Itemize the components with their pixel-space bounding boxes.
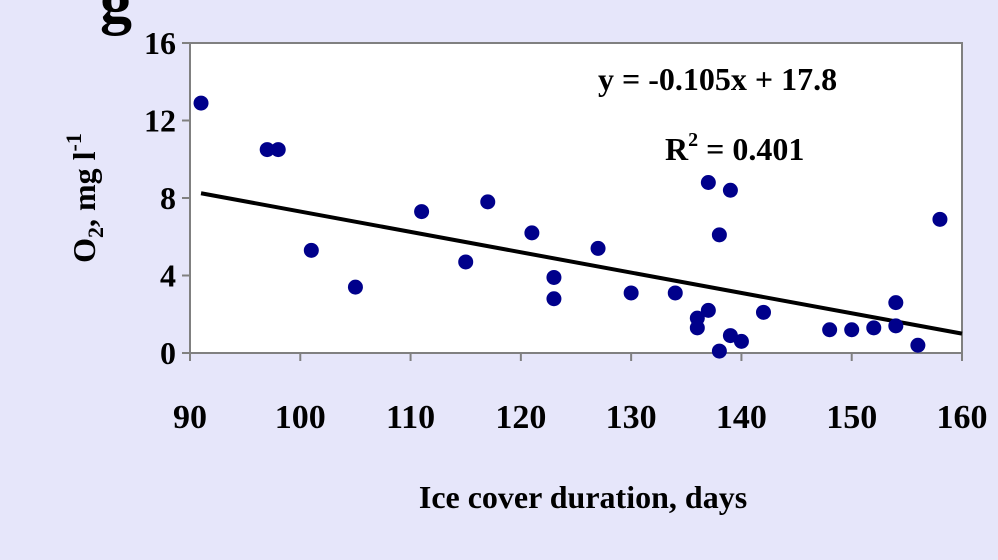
- r-squared-superscript: 2: [688, 129, 698, 151]
- data-point: [888, 318, 904, 334]
- data-point: [910, 337, 926, 353]
- data-point: [270, 142, 286, 158]
- x-axis-title: Ice cover duration, days: [419, 479, 747, 515]
- y-tick-label: 4: [160, 258, 176, 294]
- y-axis-title: O2, mg l-1: [61, 133, 108, 263]
- data-point: [722, 182, 738, 198]
- data-point: [689, 320, 705, 336]
- data-point: [524, 225, 540, 241]
- data-point: [193, 95, 209, 111]
- y-axis-title-superscript: -1: [61, 133, 86, 151]
- data-point: [932, 211, 948, 227]
- y-tick-label: 0: [160, 335, 176, 371]
- data-point: [259, 142, 275, 158]
- trendline-layer: [200, 191, 963, 336]
- trendline: [200, 191, 963, 336]
- data-point: [546, 269, 562, 285]
- x-axis: 90 100 110 120 130 140 150 160: [173, 353, 988, 436]
- data-points: [193, 95, 948, 359]
- data-point: [458, 254, 474, 270]
- x-tick-label: 90: [173, 399, 207, 436]
- x-tick-label: 120: [495, 399, 546, 436]
- y-axis: 0 4 8 12 16: [144, 25, 190, 371]
- data-point: [755, 304, 771, 320]
- x-tick-label: 130: [606, 399, 657, 436]
- x-tick-label: 160: [937, 399, 988, 436]
- plot-area: [189, 42, 963, 354]
- x-tick-label: 140: [716, 399, 767, 436]
- data-point: [700, 175, 716, 190]
- data-point: [480, 194, 496, 210]
- data-point: [866, 320, 882, 336]
- data-point: [711, 343, 727, 359]
- data-point: [546, 291, 562, 307]
- y-tick-label: 8: [160, 180, 176, 216]
- data-point: [623, 285, 639, 301]
- r-squared-label: R: [665, 131, 689, 167]
- regression-equation: y = -0.105x + 17.8: [598, 61, 837, 97]
- x-tick-label: 150: [826, 399, 877, 436]
- data-point: [303, 242, 319, 258]
- y-axis-title-subscript: 2: [83, 227, 108, 238]
- data-point: [347, 279, 363, 295]
- r-squared-value: = 0.401: [698, 131, 804, 167]
- data-point: [700, 302, 716, 318]
- data-point: [590, 240, 606, 256]
- y-axis-title-main: O: [66, 238, 102, 263]
- r-squared-annotation: R2 = 0.401: [665, 129, 804, 167]
- data-point: [667, 285, 683, 301]
- x-tick-label: 100: [275, 399, 326, 436]
- data-point: [844, 322, 860, 338]
- data-point: [733, 333, 749, 349]
- data-point: [822, 322, 838, 338]
- data-point: [711, 227, 727, 243]
- y-axis-title-rest: , mg l: [66, 151, 102, 227]
- y-tick-label: 16: [144, 25, 176, 61]
- chart-title-fragment: g: [100, 0, 132, 36]
- data-point: [722, 328, 738, 344]
- y-tick-label: 12: [144, 103, 176, 139]
- data-point: [414, 204, 430, 220]
- data-point: [888, 295, 904, 311]
- x-tick-label: 110: [386, 399, 435, 436]
